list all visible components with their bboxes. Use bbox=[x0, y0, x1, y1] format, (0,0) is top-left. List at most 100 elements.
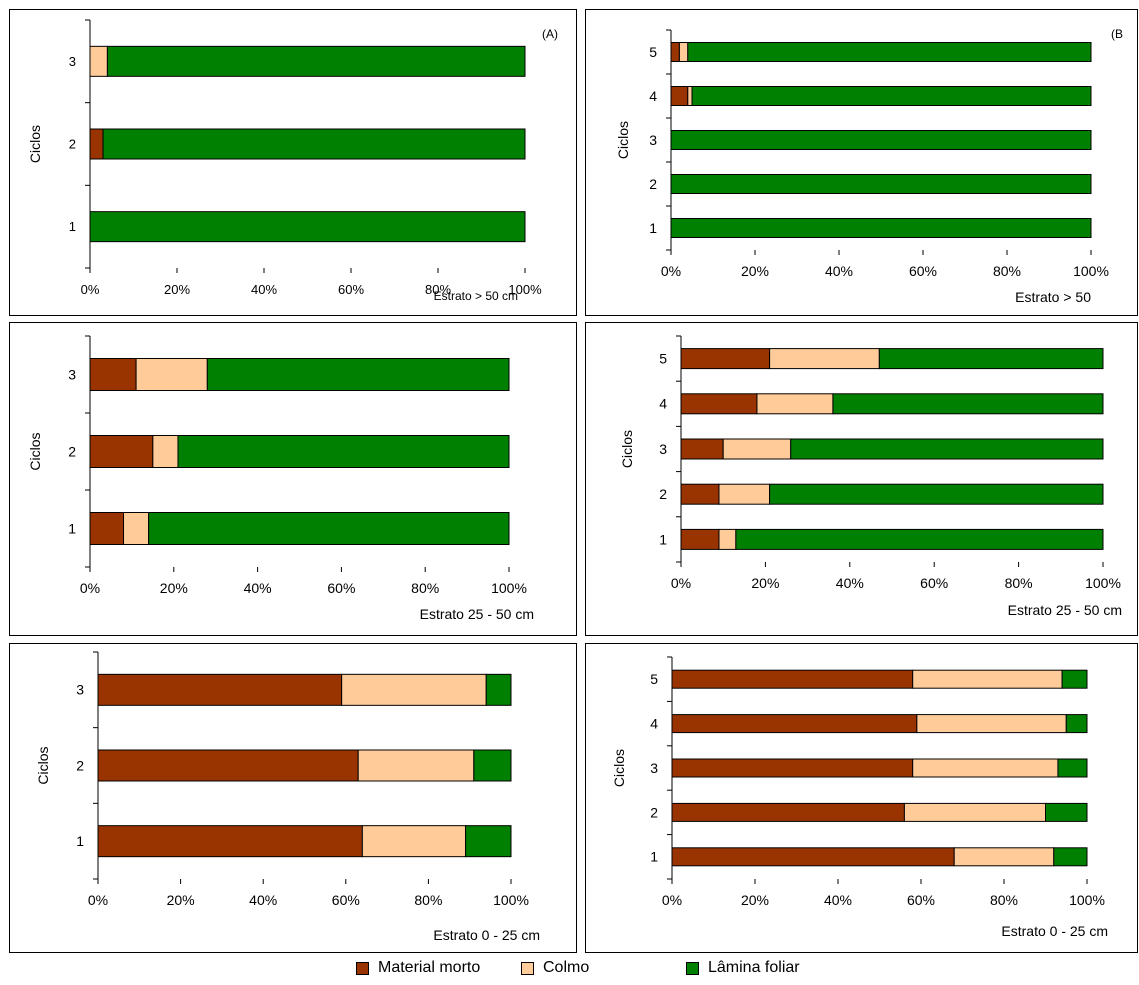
bar-segment-material-morto bbox=[89, 435, 154, 468]
x-tick-label: 60% bbox=[338, 282, 364, 297]
x-tick-label: 100% bbox=[1073, 263, 1109, 279]
chart-panel-b-middle: 1 2 3 4 5 0% 20% 40% 60% 80% 100% Ciclos Estrato 25 … bbox=[585, 322, 1138, 636]
bar-segment-lamina-foliar bbox=[485, 673, 512, 706]
x-axis-caption: Estrato 0 - 25 cm bbox=[1001, 923, 1108, 939]
x-tick-label: 20% bbox=[160, 580, 188, 596]
y-tick-label: 5 bbox=[650, 671, 658, 687]
x-tick-label: 100% bbox=[508, 282, 542, 297]
bar-segment-colmo bbox=[135, 358, 208, 391]
bar-segment-lamina-foliar bbox=[89, 211, 526, 243]
y-tick-label: 3 bbox=[649, 132, 657, 148]
x-tick-label: 40% bbox=[825, 263, 853, 279]
bar-segment-colmo bbox=[718, 528, 737, 550]
bar-segment-colmo bbox=[123, 512, 150, 545]
y-tick-label: 2 bbox=[649, 176, 657, 192]
x-tick-label: 0% bbox=[88, 892, 108, 908]
bar-segment-material-morto bbox=[670, 42, 680, 62]
bar-segment-lamina-foliar bbox=[106, 45, 526, 77]
bar-segment-material-morto bbox=[89, 358, 137, 391]
y-tick-label: 5 bbox=[659, 351, 667, 367]
y-axis-title: Ciclos bbox=[35, 746, 51, 784]
x-tick-label: 0% bbox=[80, 580, 100, 596]
bar-segment-colmo bbox=[916, 714, 1067, 734]
y-tick-label: 1 bbox=[69, 219, 76, 234]
chart-svg: 1 2 3 4 5 0% 20% 40% 60% 80% 100% Ciclos Estrato > 5… bbox=[615, 27, 1123, 305]
bar-segment-lamina-foliar bbox=[687, 42, 1092, 62]
panel-label: (A) bbox=[542, 27, 558, 41]
y-tick-label: 2 bbox=[76, 757, 84, 773]
legend-label-colmo: Colmo bbox=[543, 959, 590, 976]
bar-segment-colmo bbox=[678, 42, 689, 62]
y-tick-label: 2 bbox=[659, 486, 667, 502]
y-tick-label: 4 bbox=[650, 716, 658, 732]
bar-segment-lamina-foliar bbox=[473, 749, 512, 782]
legend-label-material-morto: Material morto bbox=[378, 959, 481, 976]
bar-segment-colmo bbox=[361, 825, 467, 858]
x-tick-label: 0% bbox=[661, 263, 681, 279]
x-tick-label: 80% bbox=[1005, 575, 1033, 591]
y-tick-label: 3 bbox=[76, 682, 84, 698]
x-tick-label: 20% bbox=[741, 263, 769, 279]
legend-item-lamina-foliar: Lâmina foliar bbox=[686, 959, 800, 976]
x-tick-label: 100% bbox=[493, 892, 529, 908]
bar-segment-lamina-foliar bbox=[1065, 714, 1088, 734]
bar-segment-material-morto bbox=[97, 825, 363, 858]
bar-segment-lamina-foliar bbox=[735, 528, 1104, 550]
bar-segment-colmo bbox=[357, 749, 475, 782]
x-axis-caption: Estrato > 50 cm bbox=[434, 289, 518, 303]
x-tick-label: 0% bbox=[662, 892, 682, 908]
y-tick-label: 3 bbox=[659, 441, 667, 457]
chart-panel-b-top: 1 2 3 4 5 0% 20% 40% 60% 80% 100% Ciclos Estrato > 5… bbox=[585, 9, 1138, 316]
x-tick-label: 80% bbox=[414, 892, 442, 908]
bar-segment-colmo bbox=[718, 483, 771, 505]
bar-segment-colmo bbox=[912, 758, 1059, 778]
y-tick-label: 3 bbox=[68, 366, 76, 382]
bar-segment-material-morto bbox=[680, 393, 758, 415]
x-tick-label: 100% bbox=[1069, 892, 1105, 908]
bar-segment-material-morto bbox=[89, 512, 125, 545]
bar-segment-colmo bbox=[912, 669, 1063, 689]
legend-label-lamina-foliar: Lâmina foliar bbox=[708, 959, 800, 976]
x-tick-label: 20% bbox=[751, 575, 779, 591]
y-tick-label: 3 bbox=[650, 760, 658, 776]
bar-segment-lamina-foliar bbox=[465, 825, 512, 858]
x-tick-label: 80% bbox=[993, 263, 1021, 279]
x-tick-label: 0% bbox=[81, 282, 100, 297]
legend-swatch-colmo bbox=[521, 961, 534, 975]
y-axis-title: Ciclos bbox=[27, 432, 43, 470]
chart-svg: 1 2 3 4 5 0% 20% 40% 60% 80% 100% Ciclos Estrato 25 … bbox=[619, 335, 1122, 618]
chart-panel-a-middle: 1 2 3 0% 20% 40% 60% 80% 100% Ciclos Estrato 25 - … bbox=[9, 322, 577, 636]
y-tick-label: 5 bbox=[649, 44, 657, 60]
x-axis-caption: Estrato 25 - 50 cm bbox=[420, 606, 534, 622]
bar-segment-lamina-foliar bbox=[878, 348, 1104, 370]
x-tick-label: 20% bbox=[167, 892, 195, 908]
x-tick-label: 40% bbox=[244, 580, 272, 596]
y-axis-title: Ciclos bbox=[615, 121, 631, 159]
y-tick-label: 1 bbox=[76, 833, 84, 849]
bar-segment-colmo bbox=[722, 438, 792, 460]
x-tick-label: 40% bbox=[836, 575, 864, 591]
x-tick-label: 60% bbox=[332, 892, 360, 908]
bar-segment-material-morto bbox=[680, 348, 771, 370]
bar-segment-material-morto bbox=[680, 438, 724, 460]
y-tick-label: 4 bbox=[659, 396, 667, 412]
y-tick-label: 2 bbox=[650, 804, 658, 820]
x-tick-label: 60% bbox=[907, 892, 935, 908]
bar-segment-material-morto bbox=[671, 802, 905, 822]
legend-item-material-morto: Material morto bbox=[356, 959, 481, 976]
y-axis-title: Ciclos bbox=[611, 749, 627, 787]
bar-segment-material-morto bbox=[89, 128, 104, 160]
bar-segment-lamina-foliar bbox=[1045, 802, 1088, 822]
x-tick-label: 20% bbox=[741, 892, 769, 908]
bar-segment-lamina-foliar bbox=[670, 130, 1092, 150]
bar-segment-lamina-foliar bbox=[1057, 758, 1088, 778]
y-tick-label: 1 bbox=[649, 220, 657, 236]
x-tick-label: 60% bbox=[909, 263, 937, 279]
bar-segment-material-morto bbox=[671, 669, 914, 689]
bar-segment-colmo bbox=[756, 393, 834, 415]
x-axis-caption: Estrato 0 - 25 cm bbox=[433, 927, 540, 943]
y-tick-label: 1 bbox=[659, 531, 667, 547]
x-tick-label: 80% bbox=[425, 282, 451, 297]
bar-segment-colmo bbox=[903, 802, 1046, 822]
y-tick-label: 2 bbox=[68, 443, 76, 459]
